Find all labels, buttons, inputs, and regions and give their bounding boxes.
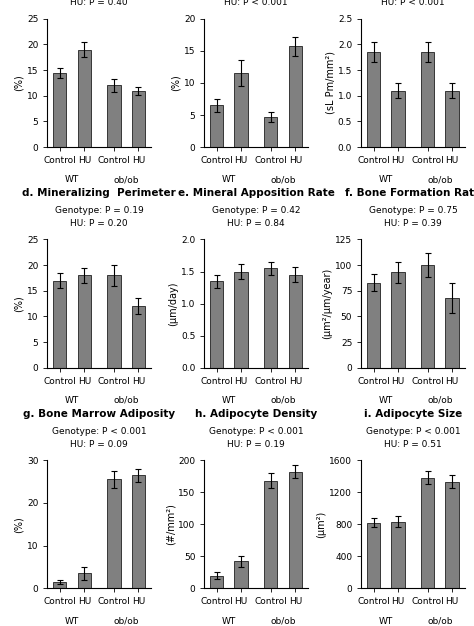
Bar [53,73,66,147]
Bar [289,46,302,147]
Text: HU: P = 0.84: HU: P = 0.84 [227,219,285,228]
Text: i. Adipocyte Size: i. Adipocyte Size [364,409,462,419]
Text: WT: WT [379,617,393,625]
Text: g. Bone Marrow Adiposity: g. Bone Marrow Adiposity [23,409,175,419]
Bar [446,482,459,588]
Bar [367,523,380,588]
Bar [78,49,91,147]
Text: WT: WT [379,175,393,184]
Bar [446,91,459,147]
Text: WT: WT [65,617,79,625]
Text: d. Mineralizing  Perimeter: d. Mineralizing Perimeter [22,188,176,198]
Bar [367,52,380,147]
Text: ob/ob: ob/ob [113,617,139,625]
Bar [132,306,145,367]
Text: e. Mineral Apposition Rate: e. Mineral Apposition Rate [178,188,334,198]
Text: HU: P = 0.39: HU: P = 0.39 [384,219,442,228]
Text: WT: WT [222,396,236,405]
Text: ob/ob: ob/ob [270,175,296,184]
Y-axis label: (sL Pm/mm²): (sL Pm/mm²) [325,51,335,115]
Bar [107,86,120,147]
Bar [264,117,277,147]
Text: f. Bone Formation Rate: f. Bone Formation Rate [345,188,474,198]
Text: WT: WT [379,396,393,405]
Bar [132,91,145,147]
Text: HU: P = 0.51: HU: P = 0.51 [384,439,442,449]
Y-axis label: (%): (%) [171,74,181,91]
Y-axis label: (#/mm²): (#/mm²) [165,503,175,545]
Y-axis label: (%): (%) [14,516,24,533]
Bar [53,582,66,588]
Bar [289,471,302,588]
Bar [210,576,223,588]
Text: Genotype: P < 0.001: Genotype: P < 0.001 [52,427,146,436]
Text: ob/ob: ob/ob [270,396,296,405]
Text: ob/ob: ob/ob [113,396,139,405]
Text: HU: P = 0.40: HU: P = 0.40 [70,0,128,8]
Bar [367,282,380,367]
Bar [446,298,459,367]
Bar [392,272,405,367]
Text: ob/ob: ob/ob [270,617,296,625]
Bar [421,52,434,147]
Bar [235,272,248,367]
Text: WT: WT [222,175,236,184]
Bar [235,73,248,147]
Text: WT: WT [65,175,79,184]
Bar [392,91,405,147]
Bar [264,269,277,367]
Bar [235,562,248,588]
Text: HU: P = 0.20: HU: P = 0.20 [70,219,128,228]
Text: WT: WT [65,396,79,405]
Text: HU: P < 0.001: HU: P < 0.001 [224,0,288,8]
Text: h. Adipocyte Density: h. Adipocyte Density [195,409,317,419]
Text: ob/ob: ob/ob [427,396,453,405]
Text: ob/ob: ob/ob [113,175,139,184]
Bar [78,275,91,367]
Y-axis label: (μm/day): (μm/day) [168,281,178,326]
Bar [392,522,405,588]
Text: HU: P < 0.001: HU: P < 0.001 [381,0,445,8]
Bar [210,281,223,367]
Text: HU: P = 0.19: HU: P = 0.19 [227,439,285,449]
Bar [132,475,145,588]
Bar [289,275,302,367]
Bar [421,265,434,367]
Text: Genotype: P < 0.001: Genotype: P < 0.001 [365,427,460,436]
Bar [421,478,434,588]
Text: Genotype: P = 0.19: Genotype: P = 0.19 [55,206,144,215]
Y-axis label: (%): (%) [14,74,24,91]
Bar [210,105,223,147]
Y-axis label: (μm²/μm/year): (μm²/μm/year) [322,268,332,339]
Text: ob/ob: ob/ob [427,175,453,184]
Bar [107,275,120,367]
Text: Genotype: P = 0.42: Genotype: P = 0.42 [212,206,300,215]
Text: WT: WT [222,617,236,625]
Text: Genotype: P = 0.75: Genotype: P = 0.75 [368,206,457,215]
Text: Genotype: P < 0.001: Genotype: P < 0.001 [209,427,303,436]
Y-axis label: (%): (%) [14,295,24,312]
Bar [107,480,120,588]
Text: HU: P = 0.09: HU: P = 0.09 [70,439,128,449]
Text: ob/ob: ob/ob [427,617,453,625]
Bar [53,280,66,367]
Y-axis label: (μm²): (μm²) [317,511,327,538]
Bar [264,481,277,588]
Bar [78,573,91,588]
